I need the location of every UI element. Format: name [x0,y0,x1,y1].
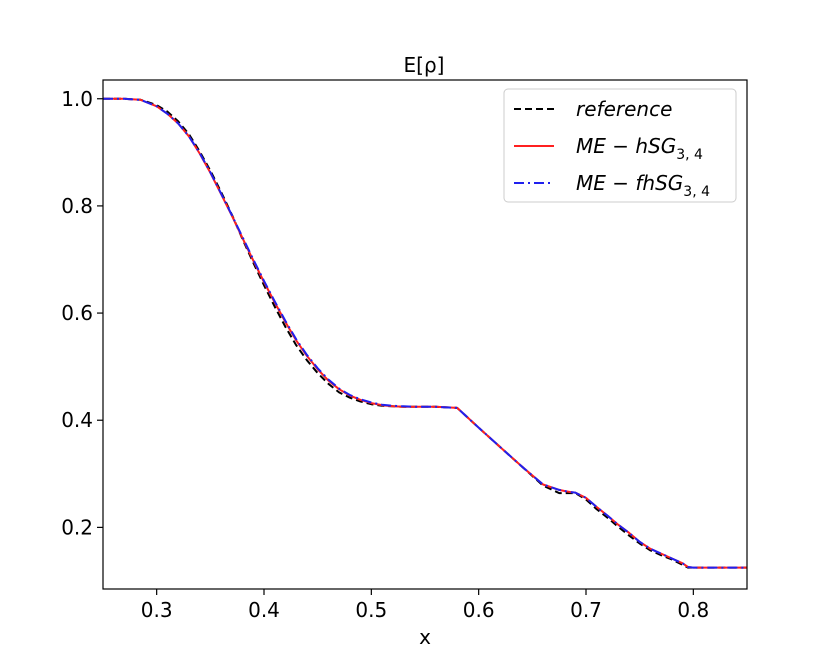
y-tick-label: 0.8 [61,194,93,218]
y-tick-label: 0.4 [61,408,93,432]
x-tick-label: 0.3 [141,598,173,622]
legend-box [503,88,737,203]
legend-label: ME − fhSG3, 4 [576,171,710,200]
x-axis-label: x [419,625,431,649]
legend-label: reference [576,97,672,121]
series-line-0 [103,97,747,569]
y-tick-label: 0.6 [61,301,93,325]
y-axis: 0.2 0.4 0.6 0.8 1.0 [61,87,103,539]
plot-area [103,97,747,569]
chart-title: E[ρ] [404,53,445,77]
x-tick-label: 0.7 [570,598,602,622]
axes-frame [102,79,748,590]
x-tick-label: 0.5 [355,598,387,622]
series-line-2 [103,97,747,569]
x-tick-label: 0.8 [677,598,709,622]
x-tick-label: 0.6 [463,598,495,622]
x-axis: 0.3 0.4 0.5 0.6 0.7 0.8 [141,589,709,622]
legend: reference ME − hSG3, 4 ME − fhSG3, 4 [503,88,737,203]
x-tick-label: 0.4 [248,598,280,622]
legend-label: ME − hSG3, 4 [576,134,703,163]
y-tick-label: 1.0 [61,87,93,111]
y-tick-label: 0.2 [61,515,93,539]
